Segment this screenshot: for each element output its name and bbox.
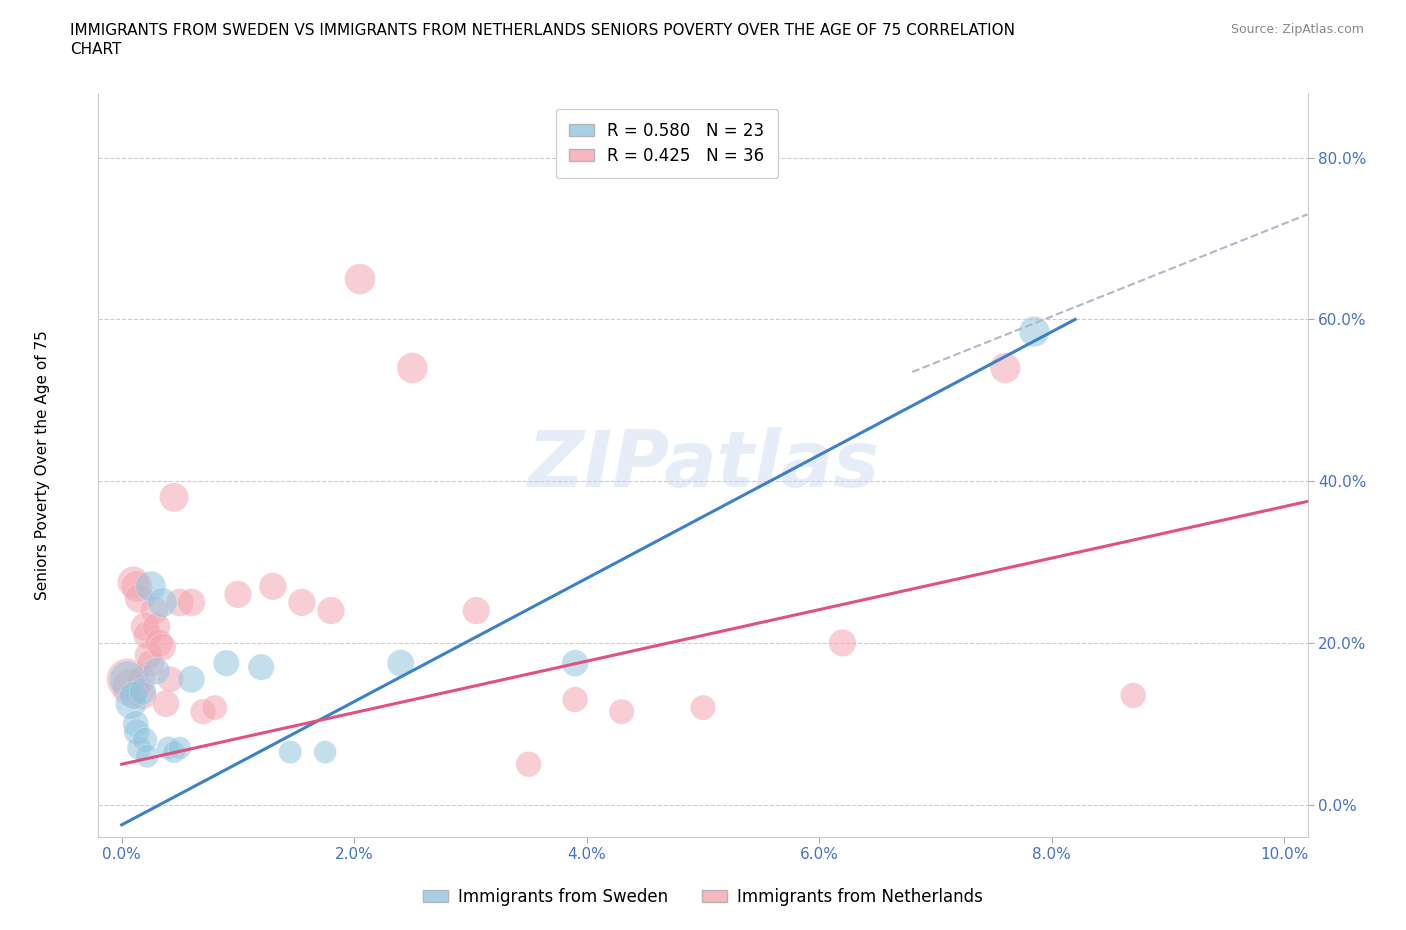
- Point: [349, 272, 371, 286]
- Point: [314, 745, 336, 760]
- Point: [120, 680, 142, 695]
- Point: [143, 604, 166, 618]
- Point: [117, 671, 139, 686]
- Point: [117, 671, 139, 686]
- Point: [159, 671, 181, 686]
- Point: [131, 688, 153, 703]
- Point: [138, 647, 160, 662]
- Legend: Immigrants from Sweden, Immigrants from Netherlands: Immigrants from Sweden, Immigrants from …: [416, 881, 990, 912]
- Point: [169, 740, 191, 755]
- Point: [134, 733, 156, 748]
- Point: [278, 745, 301, 760]
- Point: [131, 671, 153, 686]
- Text: IMMIGRANTS FROM SWEDEN VS IMMIGRANTS FROM NETHERLANDS SENIORS POVERTY OVER THE A: IMMIGRANTS FROM SWEDEN VS IMMIGRANTS FRO…: [70, 23, 1015, 38]
- Point: [250, 659, 273, 674]
- Text: Source: ZipAtlas.com: Source: ZipAtlas.com: [1230, 23, 1364, 36]
- Point: [465, 604, 488, 618]
- Point: [389, 656, 412, 671]
- Point: [139, 656, 162, 671]
- Point: [169, 595, 191, 610]
- Point: [564, 656, 586, 671]
- Point: [180, 595, 202, 610]
- Point: [610, 704, 633, 719]
- Point: [136, 628, 159, 643]
- Point: [226, 587, 249, 602]
- Point: [291, 595, 314, 610]
- Point: [163, 490, 186, 505]
- Point: [128, 591, 150, 605]
- Point: [124, 716, 146, 731]
- Point: [157, 740, 180, 755]
- Point: [122, 688, 145, 703]
- Point: [831, 635, 853, 650]
- Point: [128, 740, 150, 755]
- Point: [692, 700, 714, 715]
- Point: [204, 700, 226, 715]
- Point: [150, 595, 173, 610]
- Point: [994, 361, 1017, 376]
- Point: [319, 604, 342, 618]
- Point: [148, 635, 170, 650]
- Point: [150, 640, 173, 655]
- Point: [191, 704, 214, 719]
- Point: [131, 684, 153, 698]
- Point: [163, 745, 186, 760]
- Point: [155, 697, 177, 711]
- Point: [145, 619, 167, 634]
- Point: [139, 578, 162, 593]
- Point: [136, 749, 159, 764]
- Point: [180, 671, 202, 686]
- Point: [564, 692, 586, 707]
- Point: [1122, 688, 1144, 703]
- Point: [120, 697, 142, 711]
- Point: [1024, 325, 1046, 339]
- Point: [122, 575, 145, 590]
- Text: Seniors Poverty Over the Age of 75: Seniors Poverty Over the Age of 75: [35, 330, 49, 600]
- Point: [125, 724, 148, 739]
- Legend: R = 0.580   N = 23, R = 0.425   N = 36: R = 0.580 N = 23, R = 0.425 N = 36: [555, 109, 778, 179]
- Text: ZIPatlas: ZIPatlas: [527, 427, 879, 503]
- Text: CHART: CHART: [70, 42, 122, 57]
- Point: [145, 664, 167, 679]
- Point: [134, 619, 156, 634]
- Point: [262, 578, 284, 593]
- Point: [215, 656, 238, 671]
- Point: [401, 361, 423, 376]
- Point: [125, 578, 148, 593]
- Point: [517, 757, 540, 772]
